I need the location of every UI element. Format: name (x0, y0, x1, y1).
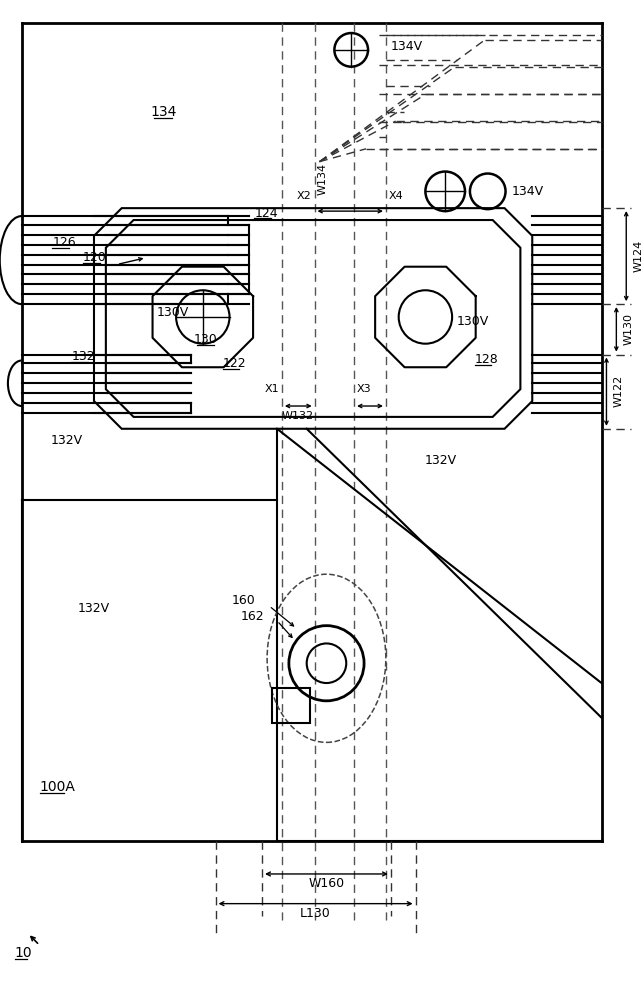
Text: 130: 130 (194, 333, 218, 346)
Text: X4: X4 (389, 191, 404, 201)
Text: X2: X2 (297, 191, 311, 201)
Text: 120: 120 (83, 251, 107, 264)
Text: W160: W160 (308, 877, 345, 890)
Text: W122: W122 (613, 375, 623, 407)
Text: 126: 126 (53, 236, 76, 249)
Text: L130: L130 (300, 907, 331, 920)
Text: 132V: 132V (424, 454, 456, 467)
Text: W124: W124 (633, 240, 642, 272)
Text: 134: 134 (150, 105, 177, 119)
Text: 130V: 130V (157, 306, 189, 319)
Text: W130: W130 (623, 313, 633, 345)
Text: 162: 162 (241, 610, 264, 623)
Text: 100A: 100A (40, 780, 76, 794)
Text: 132: 132 (71, 350, 95, 363)
Text: 130V: 130V (457, 315, 489, 328)
Text: 122: 122 (223, 357, 247, 370)
Text: W132: W132 (282, 411, 314, 421)
Text: X3: X3 (357, 384, 372, 394)
Text: 10: 10 (15, 946, 33, 960)
Text: W134: W134 (318, 162, 327, 195)
Text: 160: 160 (232, 594, 256, 607)
Text: 128: 128 (475, 353, 499, 366)
Text: 124: 124 (254, 207, 278, 220)
Text: 132V: 132V (78, 602, 110, 615)
Text: 134V: 134V (391, 40, 423, 53)
Text: X1: X1 (265, 384, 279, 394)
Text: 132V: 132V (50, 434, 82, 447)
Text: 134V: 134V (512, 185, 544, 198)
Bar (272, 688, 309, 723)
